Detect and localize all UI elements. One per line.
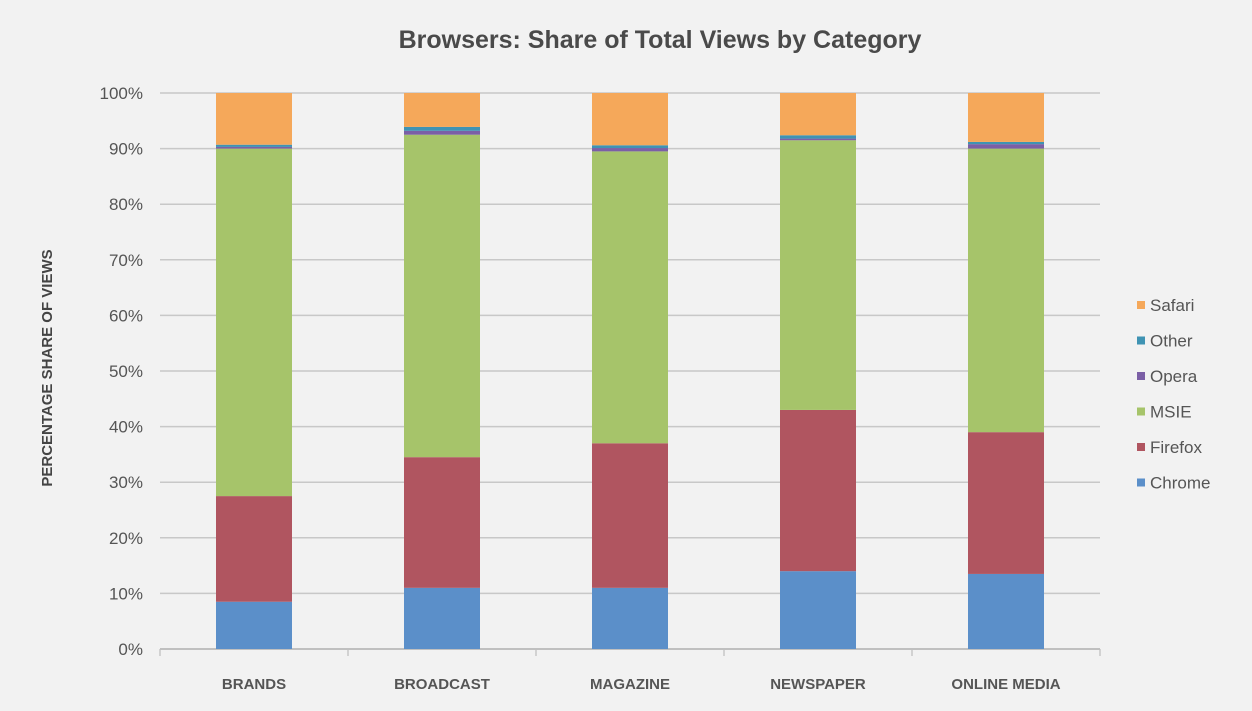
bar-broadcast-other — [404, 126, 480, 131]
y-tick-label-60: 60% — [109, 306, 143, 325]
bar-brands-msie — [216, 148, 292, 497]
x-axis-ticks: BRANDS BROADCAST MAGAZINE NEWSPAPER ONLINE M… — [222, 676, 1061, 693]
bar-newspaper-opera — [780, 138, 856, 141]
x-tick-label-brands: BRANDS — [222, 676, 286, 693]
bar-brands-chrome — [216, 601, 292, 649]
bar-newspaper-other — [780, 135, 856, 139]
bar-brands-firefox — [216, 496, 292, 602]
bars — [216, 93, 1044, 649]
y-tick-label-40: 40% — [109, 418, 143, 437]
y-tick-label-0: 0% — [118, 640, 143, 659]
legend-swatch-opera — [1137, 372, 1145, 380]
bar-newspaper-msie — [780, 140, 856, 410]
bar-online-media-firefox — [968, 432, 1044, 574]
x-tick-label-magazine: MAGAZINE — [590, 676, 670, 693]
chart-title: Browsers: Share of Total Views by Catego… — [399, 26, 922, 54]
bar-online-media-chrome — [968, 573, 1044, 649]
y-tick-label-10: 10% — [109, 584, 143, 603]
bar-magazine-msie — [592, 151, 668, 444]
bar-magazine-firefox — [592, 443, 668, 588]
x-tick-label-newspaper: NEWSPAPER — [770, 676, 866, 693]
bar-magazine-other — [592, 145, 668, 149]
legend-label-other: Other — [1150, 332, 1193, 351]
legend-swatch-other — [1137, 336, 1145, 345]
y-axis-ticks: 0% 10% 20% 30% 40% 50% 60% 70% 80% 90% 100% — [100, 84, 143, 659]
bar-broadcast-chrome — [404, 587, 480, 649]
legend: Safari Other Opera MSIE Firefox Chrome — [1137, 296, 1210, 493]
bar-brands-other — [216, 144, 292, 147]
y-tick-label-70: 70% — [109, 251, 143, 270]
y-tick-label-100: 100% — [100, 84, 143, 103]
bar-broadcast-firefox — [404, 457, 480, 588]
bar-brands-opera — [216, 146, 292, 149]
x-tick-label-online-media: ONLINE MEDIA — [951, 676, 1060, 693]
legend-label-opera: Opera — [1150, 367, 1198, 386]
x-tick-label-broadcast: BROADCAST — [394, 676, 490, 693]
y-axis-label: PERCENTAGE SHARE OF VIEWS — [39, 249, 56, 486]
bar-magazine-opera — [592, 148, 668, 152]
bar-broadcast-msie — [404, 134, 480, 458]
legend-swatch-safari — [1137, 301, 1145, 309]
bar-broadcast-opera — [404, 130, 480, 135]
bar-online-media-safari — [968, 93, 1044, 142]
y-tick-label-80: 80% — [109, 195, 143, 214]
legend-label-safari: Safari — [1150, 296, 1194, 315]
legend-swatch-msie — [1137, 407, 1145, 416]
legend-label-msie: MSIE — [1150, 403, 1192, 422]
legend-swatch-firefox — [1137, 443, 1145, 451]
legend-label-chrome: Chrome — [1150, 474, 1210, 493]
bar-magazine-chrome — [592, 587, 668, 649]
bar-newspaper-chrome — [780, 571, 856, 649]
y-tick-label-50: 50% — [109, 362, 143, 381]
y-tick-label-20: 20% — [109, 529, 143, 548]
legend-swatch-chrome — [1137, 478, 1145, 487]
bar-brands-safari — [216, 93, 292, 145]
legend-label-firefox: Firefox — [1150, 438, 1202, 457]
bar-magazine-safari — [592, 93, 668, 146]
bar-broadcast-safari — [404, 93, 480, 127]
bar-online-media-opera — [968, 144, 1044, 149]
bar-online-media-msie — [968, 148, 1044, 433]
y-tick-label-90: 90% — [109, 140, 143, 159]
bar-newspaper-safari — [780, 93, 856, 136]
bar-online-media-other — [968, 141, 1044, 145]
y-tick-label-30: 30% — [109, 473, 143, 492]
bar-newspaper-firefox — [780, 409, 856, 572]
